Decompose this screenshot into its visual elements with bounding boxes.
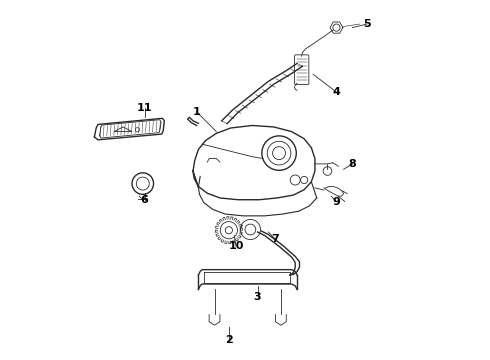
Text: 11: 11	[137, 103, 152, 113]
Text: 6: 6	[141, 195, 148, 205]
Text: 4: 4	[333, 87, 341, 97]
Text: 8: 8	[349, 159, 356, 169]
Text: 2: 2	[225, 334, 233, 345]
Text: 9: 9	[333, 197, 341, 207]
Text: 3: 3	[254, 292, 261, 302]
Text: 10: 10	[228, 241, 244, 251]
Text: 7: 7	[271, 234, 279, 244]
Text: 1: 1	[193, 107, 200, 117]
Text: 5: 5	[363, 19, 371, 29]
